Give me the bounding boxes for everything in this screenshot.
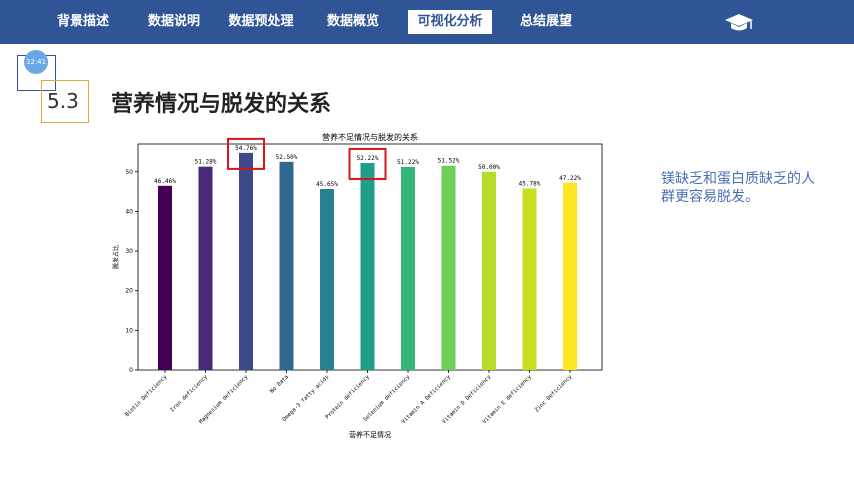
y-axis-label: 脱发占比 (112, 245, 120, 269)
x-tick-label: Iron deficiency (170, 374, 210, 414)
bar-value-label: 46.46% (154, 178, 176, 185)
bar (279, 161, 294, 370)
chart-title: 营养不足情况与脱发的关系 (322, 132, 418, 142)
bar (482, 171, 496, 370)
bar-value-label: 51.52% (438, 158, 460, 165)
x-axis-label: 营养不足情况 (349, 430, 391, 439)
x-tick-label: Biotin Deficiency (124, 374, 169, 419)
bar (320, 189, 334, 370)
nav-item-data-description[interactable]: 数据说明 (147, 14, 200, 29)
bar-value-label: 51.28% (195, 159, 217, 166)
nav-item-data-overview[interactable]: 数据概览 (326, 14, 379, 29)
y-tick-label: 10 (125, 327, 133, 334)
bar-value-label: 50.00% (478, 164, 500, 171)
bar (198, 166, 213, 370)
top-nav-bar: 背景描述 数据说明 数据预处理 数据概览 可视化分析 总结展望 (0, 0, 854, 44)
bar-value-label: 52.22% (357, 155, 379, 162)
highlight-box (227, 137, 265, 170)
section-title: 营养情况与脱发的关系 (111, 92, 332, 117)
nav-item-preprocessing[interactable]: 数据预处理 (228, 14, 294, 29)
x-tick-label: Magnesium deficiency (198, 374, 250, 426)
x-tick-label: Vitamin E deficiency (482, 374, 534, 426)
nav-item-visual-analysis[interactable]: 可视化分析 (408, 10, 492, 34)
bar (563, 182, 577, 370)
bar-chart: 营养不足情况与脱发的关系 脱发占比 营养不足情况 0 10 20 30 40 50 46.4… (112, 132, 603, 439)
x-tick-label: Protein deficiency (325, 374, 372, 421)
bar-value-label: 54.76% (235, 145, 257, 152)
bar (522, 188, 537, 370)
x-tick-label: Zinc Deficiency (534, 374, 574, 414)
clock-badge: 32:41 (24, 50, 48, 74)
y-tick-label: 30 (125, 248, 133, 255)
bar-value-label: 45.78% (519, 180, 541, 187)
graduation-cap-icon (725, 14, 753, 31)
y-tick-label: 20 (125, 288, 133, 295)
nav-item-background[interactable]: 背景描述 (56, 14, 109, 29)
bar (401, 166, 415, 370)
x-tick-label: Omega-3 fatty acids (282, 374, 331, 423)
bar-value-label: 47.22% (559, 175, 581, 182)
y-tick-label: 40 (125, 208, 133, 215)
nav-item-summary[interactable]: 总结展望 (519, 14, 572, 29)
bar (360, 162, 375, 370)
y-tick-label: 50 (125, 169, 133, 176)
bar (158, 185, 172, 370)
y-tick-label: 0 (129, 367, 133, 374)
section-number-frame (41, 80, 89, 123)
highlight-box (348, 147, 387, 180)
x-tick-label: Selenium deficiency (363, 374, 412, 423)
conclusion-note: 镁缺乏和蛋白质缺乏的人群更容易脱发。 (661, 171, 815, 205)
bar-value-label: 52.50% (276, 154, 298, 161)
bar-value-label: 51.22% (397, 159, 419, 166)
bar (239, 152, 253, 370)
section-number: 5.3 (47, 89, 79, 113)
chart-marks: 0 10 20 30 40 50 46.46% Biotin Deficiency 51.28%… (124, 137, 581, 426)
bar-value-label: 45.65% (316, 181, 338, 188)
bar (441, 165, 456, 370)
x-tick-label: No Data (269, 374, 290, 395)
